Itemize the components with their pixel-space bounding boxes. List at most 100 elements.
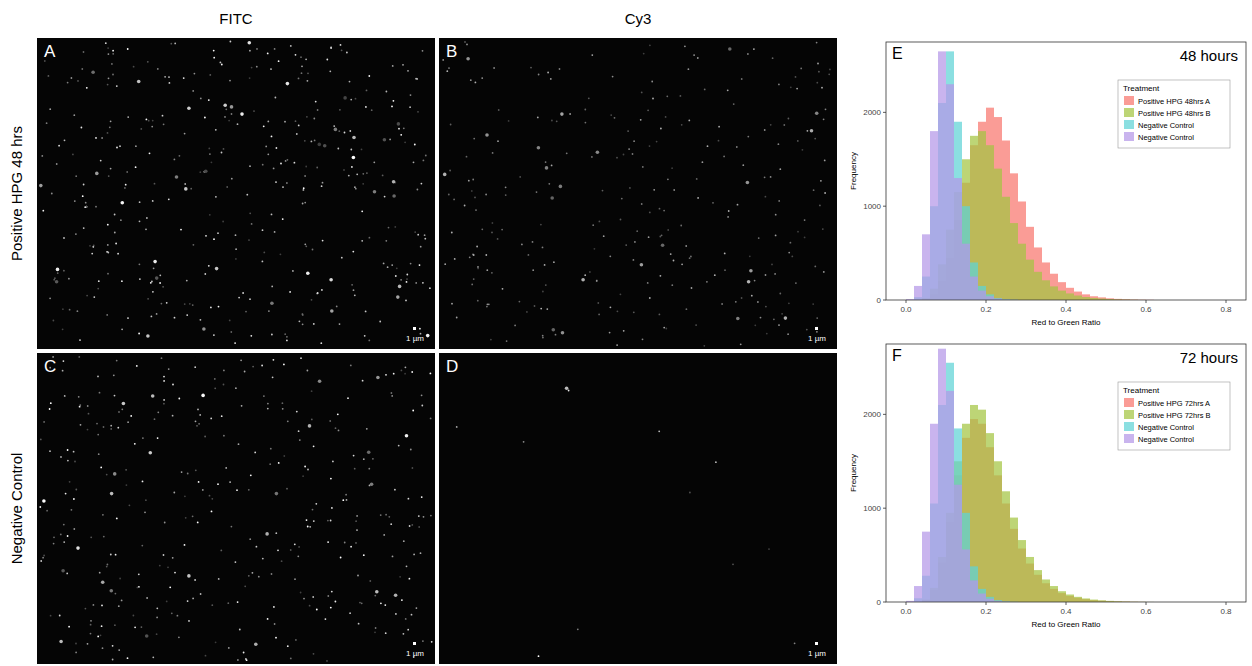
speckle: [411, 614, 413, 616]
speckle: [159, 282, 161, 284]
speckle: [384, 196, 386, 198]
speckle: [492, 222, 494, 224]
speckle: [707, 145, 709, 147]
speckle: [361, 602, 363, 604]
histogram-bar: [1034, 272, 1042, 300]
speckle: [413, 161, 415, 163]
speckle: [153, 267, 155, 269]
panel-letter: A: [44, 42, 56, 61]
speckle: [648, 236, 650, 238]
speckle: [560, 112, 564, 116]
speckle: [292, 270, 294, 272]
speckle: [78, 356, 80, 358]
speckle: [412, 467, 414, 469]
speckle: [41, 155, 43, 157]
speckle: [64, 139, 66, 141]
speckle: [649, 212, 651, 214]
histogram-bar: [954, 178, 962, 300]
speckle: [258, 576, 260, 578]
speckle: [60, 534, 62, 536]
micrograph: [37, 353, 435, 664]
histogram-bar: [962, 159, 970, 300]
speckle: [545, 161, 547, 163]
speckle: [795, 282, 797, 284]
histogram-bar: [1034, 570, 1042, 602]
speckle: [184, 495, 186, 497]
speckle: [334, 128, 338, 132]
speckle: [270, 68, 272, 70]
speckle: [737, 204, 739, 206]
histogram-bar: [1026, 227, 1034, 300]
speckle: [347, 397, 349, 399]
speckle: [208, 99, 210, 101]
speckle: [405, 300, 407, 302]
speckle: [306, 519, 308, 521]
speckle: [263, 252, 265, 254]
speckle: [101, 580, 105, 584]
speckle: [505, 186, 507, 188]
speckle: [316, 293, 318, 295]
speckle: [152, 291, 154, 293]
micrograph-bg: [439, 353, 837, 664]
legend-swatch: [1124, 422, 1134, 431]
speckle: [253, 110, 255, 112]
speckle: [747, 136, 749, 138]
speckle: [250, 335, 252, 337]
speckle: [423, 160, 425, 162]
speckle: [486, 269, 488, 271]
speckle: [641, 203, 643, 205]
speckle: [753, 48, 755, 50]
micrograph: [439, 38, 837, 349]
x-tick-label: 0.6: [1140, 305, 1152, 314]
speckle: [366, 428, 368, 430]
speckle: [338, 430, 340, 432]
speckle: [660, 128, 662, 130]
speckle: [129, 504, 131, 506]
speckle: [209, 495, 211, 497]
speckle: [421, 394, 423, 396]
speckle: [153, 260, 157, 264]
speckle: [609, 255, 611, 257]
speckle: [271, 136, 273, 138]
speckle: [456, 426, 458, 428]
speckle: [617, 310, 619, 312]
speckle: [125, 184, 127, 186]
speckle: [90, 624, 92, 626]
speckle: [43, 421, 45, 423]
speckle: [252, 572, 254, 574]
speckle: [301, 65, 303, 67]
speckle: [174, 317, 176, 319]
speckle: [542, 337, 544, 339]
speckle: [157, 411, 159, 413]
speckle: [146, 217, 148, 219]
speckle: [304, 175, 306, 177]
speckle: [673, 189, 675, 191]
speckle: [623, 154, 625, 156]
speckle: [249, 212, 251, 214]
speckle: [188, 620, 190, 622]
speckle: [298, 78, 300, 80]
speckle: [275, 492, 279, 496]
speckle: [249, 77, 251, 79]
histogram-bar: [986, 597, 994, 602]
speckle: [393, 100, 395, 102]
speckle: [214, 387, 216, 389]
speckle: [231, 113, 233, 115]
speckle: [168, 76, 170, 78]
speckle: [190, 188, 192, 190]
speckle: [145, 228, 147, 230]
speckle: [246, 659, 248, 661]
speckle: [74, 200, 76, 202]
speckle: [262, 261, 264, 263]
speckle: [183, 77, 185, 79]
speckle: [341, 257, 343, 259]
histogram-bar: [914, 286, 922, 300]
speckle: [215, 641, 217, 643]
speckle: [596, 151, 600, 155]
speckle: [97, 376, 99, 378]
speckle: [87, 643, 89, 645]
speckle: [141, 545, 143, 547]
histogram-bar: [946, 84, 954, 300]
speckle: [290, 45, 292, 47]
speckle: [273, 168, 275, 170]
